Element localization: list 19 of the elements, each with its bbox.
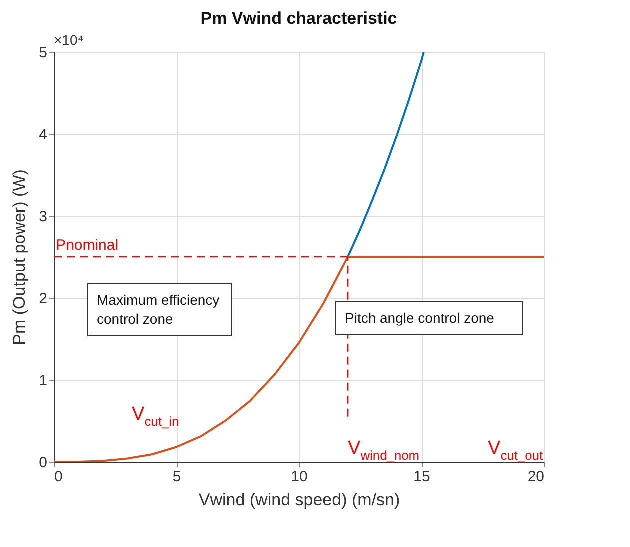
x-tick-label: 15 [414, 468, 430, 486]
x-axis-title: Vwind (wind speed) (m/sn) [198, 490, 400, 510]
annotation: Maximum efficiency control zone [97, 292, 220, 327]
text: ×10⁴ [54, 32, 84, 48]
chart-title: Pm Vwind characteristic [200, 9, 398, 28]
y-tick-label: 5 [39, 44, 48, 62]
y-tick-label: 0 [39, 454, 48, 472]
line-series [347, 52, 425, 258]
x-tick-label: 0 [54, 468, 63, 486]
y-axis-title: Pm (Output power) (W) [10, 170, 30, 346]
x-tick-label: 20 [528, 468, 544, 486]
y-tick-label: 2 [39, 290, 48, 308]
x-tick-label: 5 [172, 468, 182, 486]
y-tick-label: 4 [39, 126, 48, 144]
annotation: Pitch angle control zone [345, 310, 495, 326]
y-tick-label: 1 [39, 372, 48, 390]
y-tick-label: 3 [39, 208, 48, 226]
ref-line-label: Pnominal [56, 237, 119, 254]
x-tick-label: 10 [291, 468, 308, 486]
